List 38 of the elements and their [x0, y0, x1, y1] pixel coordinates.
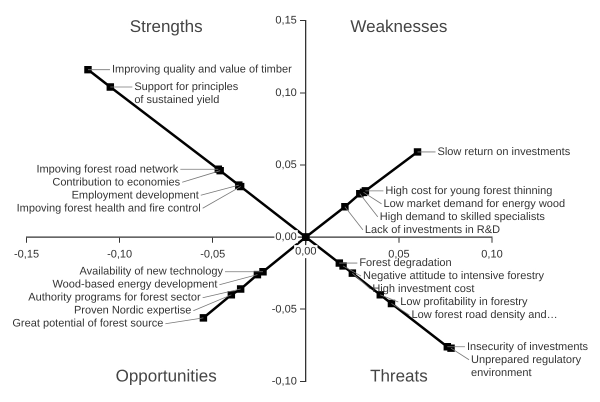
annotation: Low forest road density and…	[411, 309, 558, 322]
y-tick-label: 0,15	[275, 14, 297, 27]
annotation: Impoving forest road network	[36, 163, 179, 176]
annotation: Slow return on investments	[438, 146, 571, 158]
annotation: Negative attitude to intensive forestry	[363, 270, 545, 282]
annotation: Support for principles of sustained yield	[134, 81, 239, 106]
annotation: Low profitability in forestry	[400, 296, 528, 308]
x-tick-label: -0,15	[14, 248, 40, 261]
annotation: Wood-based energy development	[52, 278, 218, 291]
y-tick-label: 0,05	[275, 158, 297, 171]
annotation: Opportunities	[116, 366, 217, 386]
annotation: Weaknesses	[350, 16, 448, 36]
x-tick-label: -0,10	[107, 248, 132, 261]
annotation: Authority programs for forest sector	[28, 292, 201, 304]
y-tick-label: -0,05	[272, 303, 297, 316]
annotation: Availability of new technology	[79, 266, 224, 278]
annotation: Low market demand for energy wood	[384, 198, 566, 210]
annotation: Proven Nordic expertise	[74, 304, 192, 317]
annotation: Forest degradation	[359, 257, 452, 270]
annotation: Great potential of forest source	[12, 318, 164, 330]
y-tick-label: 0,00	[275, 231, 297, 244]
x-tick-label: 0,10	[481, 248, 503, 261]
annotation: High investment cost	[372, 283, 474, 296]
annotation: Insecurity of investments	[466, 340, 588, 353]
annotation: Contribution to economies	[52, 176, 181, 188]
annotation: Impoving forest health and fire control	[16, 202, 201, 214]
annotation: Lack of investments in R&D	[364, 224, 500, 236]
x-tick-label: -0,05	[200, 248, 226, 261]
annotation: Employment development	[72, 189, 199, 202]
annotation: High cost for young forest thinning	[385, 184, 552, 197]
y-tick-label: -0,10	[272, 375, 297, 388]
annotation: High demand to skilled specialists	[380, 210, 546, 223]
y-tick-label: 0,10	[275, 86, 297, 99]
x-tick-label: 0,00	[295, 246, 317, 258]
annotation: Strengths	[130, 16, 203, 36]
annotation: Unprepared regulatory environment	[471, 354, 582, 379]
annotation: Threats	[370, 366, 428, 386]
annotation: Improving quality and value of timber	[112, 64, 292, 76]
